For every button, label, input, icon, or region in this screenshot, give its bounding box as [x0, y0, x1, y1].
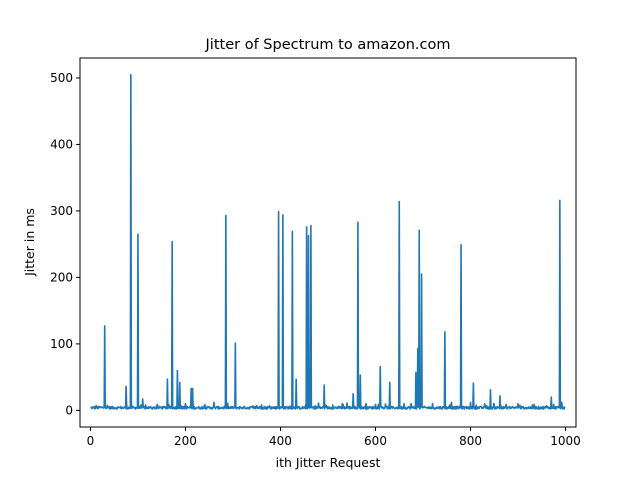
x-tick-label: 800	[459, 434, 482, 448]
x-tick-label: 400	[269, 434, 292, 448]
y-tick-label: 400	[50, 137, 73, 151]
jitter-series-line	[90, 73, 566, 410]
y-axis-ticks: 0 100 200 300 400 500	[50, 71, 80, 417]
x-tick-label: 600	[364, 434, 387, 448]
y-tick-label: 300	[50, 204, 73, 218]
chart-title: Jitter of Spectrum to amazon.com	[205, 37, 451, 53]
x-axis-ticks: 0 200 400 600 800 1000	[87, 427, 581, 448]
y-tick-label: 100	[50, 337, 73, 351]
series-group	[90, 73, 566, 410]
y-tick-label: 500	[50, 71, 73, 85]
x-tick-label: 0	[87, 434, 95, 448]
x-tick-label: 200	[174, 434, 197, 448]
plot-area	[80, 58, 576, 427]
y-tick-label: 200	[50, 270, 73, 284]
y-tick-label: 0	[65, 403, 73, 417]
y-axis-label: Jitter in ms	[22, 208, 37, 277]
x-tick-label: 1000	[550, 434, 581, 448]
x-axis-label: ith Jitter Request	[276, 455, 381, 470]
axes-frame	[79, 57, 577, 428]
